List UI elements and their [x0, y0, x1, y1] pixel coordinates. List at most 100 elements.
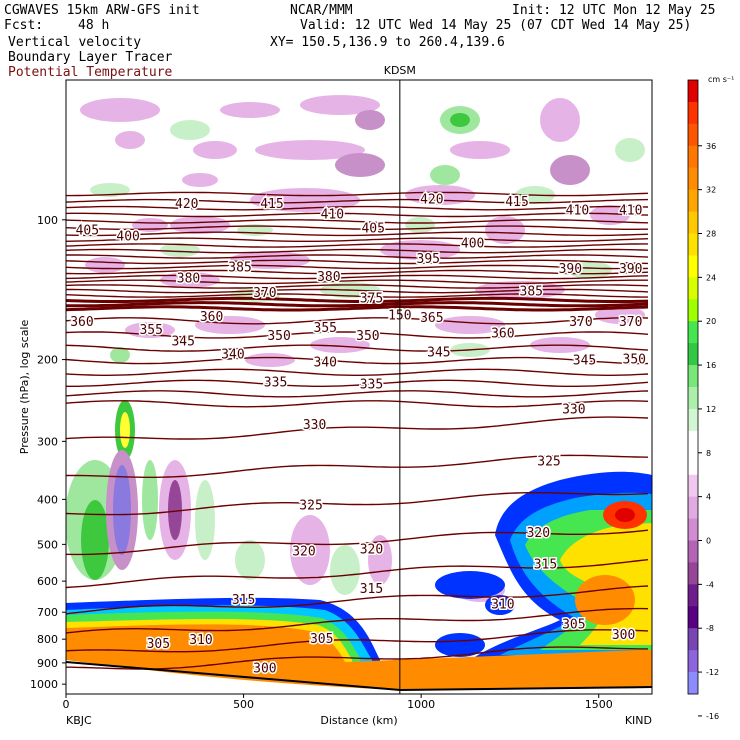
y-tick-label: 700 — [37, 606, 58, 619]
colorbar-segment — [688, 540, 698, 563]
w-cell — [290, 515, 330, 585]
colorbar-segment — [688, 408, 698, 432]
colorbar-segment — [688, 672, 698, 695]
theta-contour — [66, 264, 649, 270]
colorbar-tick-label: 8 — [706, 449, 711, 458]
w-cell — [182, 173, 218, 187]
theta-label: 315 — [232, 593, 255, 608]
forecast-value: 48 h — [78, 18, 110, 33]
tracer-plume — [615, 508, 635, 522]
theta-label: 335 — [360, 377, 383, 392]
theta-contour — [66, 296, 649, 303]
w-cell — [193, 141, 237, 159]
cross-section-coords: XY= 150.5,136.9 to 260.4,139.6 — [270, 35, 505, 50]
y-tick-label: 600 — [37, 575, 58, 588]
colorbar-segment — [688, 518, 698, 541]
theta-label: 315 — [360, 582, 383, 597]
theta-label: 420 — [175, 197, 198, 212]
theta-label: 350 — [623, 353, 646, 368]
theta-label: 330 — [562, 403, 585, 418]
w-cell — [142, 460, 158, 540]
theta-label: 320 — [360, 542, 383, 557]
theta-label: 330 — [303, 418, 326, 433]
colorbar-frame — [687, 79, 699, 695]
w-cell — [245, 353, 295, 367]
x-tick-label: 1500 — [585, 698, 613, 711]
y-tick-label: 900 — [37, 657, 58, 670]
theta-label: 375 — [360, 291, 383, 306]
w-cell — [485, 216, 525, 244]
theta-label: 300 — [612, 628, 635, 643]
colorbar-segment — [688, 650, 698, 673]
theta-label: 320 — [527, 526, 550, 541]
w-cell — [113, 465, 131, 555]
colorbar-segment — [688, 255, 698, 278]
theta-label: 340 — [221, 347, 244, 362]
colorbar-tick-label: -4 — [706, 580, 714, 589]
colorbar-tick-label: -16 — [706, 712, 719, 721]
tracer-blob — [485, 595, 515, 615]
w-cell — [450, 141, 510, 159]
colorbar-segment — [688, 562, 698, 585]
theta-label: 305 — [147, 637, 170, 652]
x-tick-label: 500 — [233, 698, 254, 711]
w-cell — [540, 98, 580, 142]
colorbar-tick-label: 32 — [706, 186, 716, 195]
colorbar-tick-label: 36 — [706, 142, 716, 151]
theta-label: 360 — [200, 310, 223, 325]
w-cell — [615, 138, 645, 162]
theta-label: 350 — [356, 329, 379, 344]
theta-label: 300 — [253, 661, 276, 676]
w-cell — [220, 102, 280, 118]
w-cell — [590, 205, 630, 225]
theta-label: 370 — [253, 286, 276, 301]
w-cell — [110, 347, 130, 363]
theta-contour — [66, 248, 649, 254]
theta-label: 370 — [569, 315, 592, 330]
colorbar-segment — [688, 628, 698, 651]
theta-label: 410 — [619, 203, 642, 218]
w-cell — [170, 216, 230, 234]
w-cell — [435, 316, 505, 334]
theta-label: 345 — [171, 335, 194, 350]
theta-contour — [66, 529, 649, 556]
w-cell — [195, 316, 265, 334]
w-cell — [115, 131, 145, 149]
colorbar-tick-label: 28 — [706, 230, 716, 239]
terrain-line — [399, 686, 652, 691]
theta-label: 360 — [70, 315, 93, 330]
theta-contour — [66, 331, 649, 339]
theta-label: 415 — [260, 197, 283, 212]
x-axis-label: Distance (km) — [320, 714, 397, 727]
theta-contour — [66, 585, 649, 615]
colorbar-tick-label: 20 — [706, 317, 716, 326]
theta-label: 310 — [189, 633, 212, 648]
theta-label: 345 — [427, 345, 450, 360]
w-cell — [81, 500, 109, 580]
w-cell — [450, 113, 470, 127]
w-cell — [595, 306, 645, 324]
colorbar-segment — [688, 343, 698, 366]
colorbar-segment — [688, 80, 698, 103]
theta-contour — [66, 356, 648, 365]
theta-contour — [66, 205, 649, 211]
theta-labels: 405 400 420 415 410 405 420 415 410 410 400 395 380 3… — [69, 191, 648, 678]
theta-label: 390 — [559, 262, 582, 277]
theta-label: 410 — [321, 208, 344, 223]
w-cell — [310, 337, 370, 353]
vertical-velocity-field — [66, 95, 652, 694]
theta-contour — [66, 279, 648, 285]
colorbar-segment — [688, 233, 698, 256]
x-tick-label: 1000 — [407, 698, 435, 711]
theta-label: 405 — [76, 224, 99, 239]
theta-contour — [66, 646, 648, 670]
w-cell — [168, 480, 182, 540]
theta-label: 325 — [537, 455, 560, 470]
theta-label: 355 — [314, 321, 337, 336]
theta-label: 385 — [228, 260, 251, 275]
colorbar-segment — [688, 474, 698, 498]
field-potential-temperature: Potential Temperature — [8, 65, 173, 80]
theta-label: 340 — [314, 356, 337, 371]
theta-contour — [66, 379, 649, 387]
